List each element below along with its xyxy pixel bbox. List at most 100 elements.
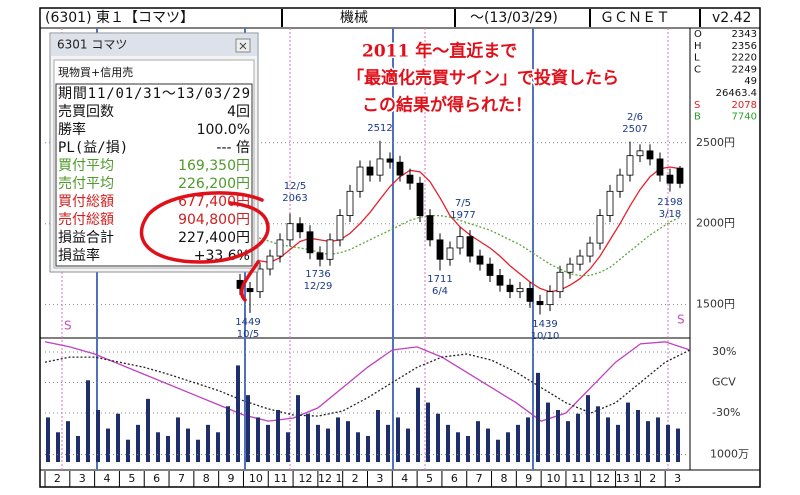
candle-body <box>636 150 644 157</box>
x-tick-label: 7 <box>178 472 185 485</box>
volume-bar <box>476 421 480 462</box>
volume-bar <box>386 424 390 462</box>
candle-body <box>406 174 414 184</box>
candle-body <box>426 215 434 241</box>
y-tick-label: -30% <box>712 406 740 419</box>
x-tick-label: 9 <box>228 472 235 485</box>
candle-body <box>566 263 574 273</box>
candle-body <box>346 190 354 216</box>
popup-row-value: 169,350円 <box>178 158 250 174</box>
volume-bar <box>206 424 210 462</box>
candle-body <box>516 288 524 293</box>
volume-bar <box>126 439 130 462</box>
volume-bar <box>66 421 70 462</box>
volume-bar <box>86 380 90 462</box>
volume-bar <box>546 402 550 462</box>
candle-body <box>616 174 624 192</box>
volume-bar <box>286 432 290 462</box>
popup-row-value: +33.6% <box>194 248 250 264</box>
popup-row-value: 4回 <box>227 104 250 120</box>
volume-bar <box>136 424 140 462</box>
x-tick-label: 3 <box>376 472 383 485</box>
price-annotation: 3/18 <box>659 209 681 220</box>
line-series <box>44 341 691 422</box>
candle-body <box>576 255 584 265</box>
volume-bar <box>236 365 240 462</box>
y-tick-label: 1500円 <box>696 298 735 311</box>
sell-marker: S <box>677 313 685 327</box>
x-tick-label: 3 <box>674 472 681 485</box>
volume-bar <box>646 421 650 462</box>
candle-body <box>396 161 404 176</box>
x-tick-label: 8 <box>203 472 210 485</box>
popup-row-label: PL(益/損) <box>58 140 128 156</box>
price-annotation: 2063 <box>282 193 307 204</box>
candle-body <box>606 190 614 216</box>
volume-bar <box>636 410 640 462</box>
header-text: ～(13/03/29) <box>470 10 558 26</box>
price-annotation: 1977 <box>450 210 475 221</box>
candle-body <box>596 215 604 244</box>
candle-body <box>496 275 504 286</box>
price-annotation: 2/6 <box>627 112 643 123</box>
popup-row-value: 677,400円 <box>178 194 250 210</box>
volume-bar <box>576 413 580 462</box>
popup-row-value: 226,200円 <box>178 176 250 192</box>
quote-label: O <box>694 29 702 40</box>
candle-body <box>336 215 344 241</box>
price-annotation: 1736 <box>305 269 330 280</box>
quote-label: C <box>694 64 701 75</box>
y-tick-label: 30% <box>712 345 736 358</box>
volume-bar <box>226 406 230 462</box>
candle-body <box>546 291 554 306</box>
candle-body <box>556 271 564 293</box>
volume-bar <box>186 428 190 462</box>
popup-row-value: 904,800円 <box>178 212 250 228</box>
quote-label: B <box>694 112 701 123</box>
quote-label: H <box>694 41 702 52</box>
volume-bar <box>466 436 470 462</box>
popup-row-label: 買付平均 <box>58 158 114 174</box>
price-annotation: 12/5 <box>284 181 306 192</box>
candle-body <box>356 166 364 192</box>
price-annotation: 10/5 <box>237 329 259 340</box>
volume-bar <box>356 432 360 462</box>
candle-body <box>276 239 284 257</box>
popup-row-label: 売付総額 <box>58 212 114 228</box>
candle-body <box>626 155 634 176</box>
popup-title: 6301 コマツ <box>57 38 127 52</box>
x-tick-label: 13 1 <box>616 472 641 485</box>
volume-bar <box>306 413 310 462</box>
candle-body <box>306 231 314 254</box>
volume-bar <box>586 395 590 462</box>
candle-body <box>296 223 304 233</box>
popup-row-label: 売買回数 <box>58 104 114 120</box>
volume-bar <box>396 417 400 462</box>
volume-bar <box>506 432 510 462</box>
x-tick-label: 4 <box>401 472 408 485</box>
volume-bar <box>366 436 370 462</box>
x-tick-label: 12 <box>298 472 312 485</box>
volume-bar <box>536 372 540 462</box>
volume-bar <box>56 432 60 462</box>
x-tick-label: 9 <box>525 472 532 485</box>
candle-body <box>366 166 374 176</box>
volume-bar <box>246 395 250 462</box>
volume-bar <box>196 439 200 462</box>
volume-bar <box>526 417 530 462</box>
volume-bar <box>426 402 430 462</box>
volume-bar <box>486 428 490 462</box>
volume-bar <box>216 432 220 462</box>
candle-body <box>266 255 274 270</box>
candle-body <box>486 263 494 276</box>
popup-row-value: --- 倍 <box>216 140 250 156</box>
volume-bar <box>146 398 150 462</box>
candle-body <box>326 239 334 260</box>
overlay-message: この結果が得られた！ <box>362 95 532 116</box>
volume-bar <box>516 424 520 462</box>
y-tick-label: 1000万 <box>710 448 749 461</box>
price-annotation: 2512 <box>367 123 392 134</box>
